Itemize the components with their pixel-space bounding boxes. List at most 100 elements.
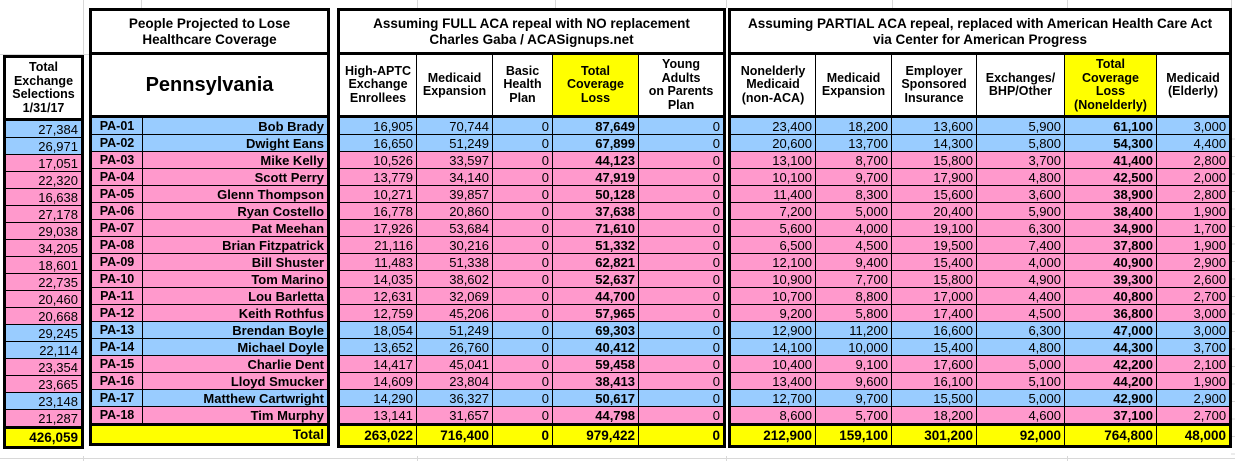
value-cell[interactable]: 0: [637, 406, 726, 425]
value-cell[interactable]: 26,760: [416, 338, 493, 356]
value-cell[interactable]: 38,900: [1064, 185, 1157, 203]
value-cell[interactable]: 14,100: [729, 338, 816, 356]
value-cell[interactable]: 4,600: [976, 406, 1065, 425]
value-cell[interactable]: 1,900: [1155, 236, 1232, 254]
exchange-selections-cell[interactable]: 27,178: [4, 205, 83, 223]
value-cell[interactable]: 87,649: [552, 116, 639, 135]
value-cell[interactable]: 38,602: [416, 270, 493, 288]
value-cell[interactable]: 19,100: [891, 219, 977, 237]
value-cell[interactable]: 5,900: [976, 116, 1065, 135]
value-cell[interactable]: 14,035: [338, 270, 417, 288]
total-cell[interactable]: 92,000: [976, 423, 1065, 447]
district-cell[interactable]: PA-05: [90, 185, 143, 203]
value-cell[interactable]: 53,684: [416, 219, 493, 237]
col-header-medicaid-expansion[interactable]: Medicaid Expansion: [416, 53, 493, 118]
value-cell[interactable]: 17,400: [891, 304, 977, 322]
value-cell[interactable]: 4,500: [815, 236, 892, 254]
value-cell[interactable]: 71,610: [552, 219, 639, 237]
state-name-header[interactable]: Pennsylvania: [89, 53, 330, 118]
exchange-selections-cell[interactable]: 22,735: [4, 273, 83, 291]
district-cell[interactable]: PA-16: [90, 372, 143, 390]
representative-cell[interactable]: Matthew Cartwright: [141, 389, 330, 407]
exchange-selections-cell[interactable]: 34,205: [4, 239, 83, 257]
value-cell[interactable]: 8,600: [729, 406, 816, 425]
value-cell[interactable]: 2,600: [1155, 270, 1232, 288]
value-cell[interactable]: 19,500: [891, 236, 977, 254]
value-cell[interactable]: 2,700: [1155, 406, 1232, 425]
district-cell[interactable]: PA-17: [90, 389, 143, 407]
value-cell[interactable]: 13,400: [729, 372, 816, 390]
value-cell[interactable]: 0: [637, 116, 726, 135]
value-cell[interactable]: 37,638: [552, 202, 639, 220]
representative-cell[interactable]: Keith Rothfus: [141, 304, 330, 322]
col-header-medicaid-elderly[interactable]: Medicaid (Elderly): [1155, 53, 1232, 118]
value-cell[interactable]: 5,700: [815, 406, 892, 425]
col-header-exchanges-bhp[interactable]: Exchanges/ BHP/Other: [976, 53, 1065, 118]
value-cell[interactable]: 0: [637, 185, 726, 203]
value-cell[interactable]: 1,900: [1155, 372, 1232, 390]
representative-cell[interactable]: Tom Marino: [141, 270, 330, 288]
value-cell[interactable]: 42,900: [1064, 389, 1157, 407]
value-cell[interactable]: 4,800: [976, 168, 1065, 186]
value-cell[interactable]: 15,600: [891, 185, 977, 203]
value-cell[interactable]: 36,800: [1064, 304, 1157, 322]
value-cell[interactable]: 2,000: [1155, 168, 1232, 186]
district-cell[interactable]: PA-14: [90, 338, 143, 356]
value-cell[interactable]: 0: [637, 219, 726, 237]
value-cell[interactable]: 41,400: [1064, 151, 1157, 169]
value-cell[interactable]: 7,700: [815, 270, 892, 288]
value-cell[interactable]: 13,100: [729, 151, 816, 169]
value-cell[interactable]: 0: [492, 321, 553, 339]
representative-cell[interactable]: Brendan Boyle: [141, 321, 330, 339]
value-cell[interactable]: 17,926: [338, 219, 417, 237]
value-cell[interactable]: 38,400: [1064, 202, 1157, 220]
value-cell[interactable]: 9,700: [815, 389, 892, 407]
value-cell[interactable]: 5,900: [976, 202, 1065, 220]
district-cell[interactable]: PA-10: [90, 270, 143, 288]
value-cell[interactable]: 0: [492, 236, 553, 254]
value-cell[interactable]: 9,200: [729, 304, 816, 322]
people-projected-title[interactable]: People Projected to Lose Healthcare Cove…: [89, 9, 330, 55]
value-cell[interactable]: 0: [637, 134, 726, 152]
value-cell[interactable]: 11,483: [338, 253, 417, 271]
district-cell[interactable]: PA-18: [90, 406, 143, 425]
value-cell[interactable]: 8,300: [815, 185, 892, 203]
representative-cell[interactable]: Mike Kelly: [141, 151, 330, 169]
exchange-selections-cell[interactable]: 23,148: [4, 392, 83, 410]
total-coverage-loss-total-cell[interactable]: 764,800: [1064, 423, 1157, 447]
value-cell[interactable]: 38,413: [552, 372, 639, 390]
value-cell[interactable]: 0: [637, 151, 726, 169]
value-cell[interactable]: 67,899: [552, 134, 639, 152]
value-cell[interactable]: 0: [492, 116, 553, 135]
value-cell[interactable]: 16,600: [891, 321, 977, 339]
value-cell[interactable]: 57,965: [552, 304, 639, 322]
value-cell[interactable]: 32,069: [416, 287, 493, 305]
value-cell[interactable]: 16,778: [338, 202, 417, 220]
value-cell[interactable]: 4,000: [815, 219, 892, 237]
value-cell[interactable]: 6,500: [729, 236, 816, 254]
total-cell[interactable]: 301,200: [891, 423, 977, 447]
value-cell[interactable]: 45,206: [416, 304, 493, 322]
value-cell[interactable]: 50,617: [552, 389, 639, 407]
value-cell[interactable]: 10,100: [729, 168, 816, 186]
value-cell[interactable]: 16,100: [891, 372, 977, 390]
value-cell[interactable]: 0: [637, 304, 726, 322]
col-header-high-aptc[interactable]: High-APTC Exchange Enrollees: [338, 53, 417, 118]
value-cell[interactable]: 13,779: [338, 168, 417, 186]
col-header-total-coverage-loss-nonelderly[interactable]: Total Coverage Loss (Nonelderly): [1064, 53, 1157, 118]
value-cell[interactable]: 6,300: [976, 321, 1065, 339]
total-exchange-selections-header[interactable]: Total Exchange Selections 1/31/17: [4, 56, 83, 121]
value-cell[interactable]: 13,700: [815, 134, 892, 152]
exchange-selections-cell[interactable]: 23,665: [4, 375, 83, 393]
value-cell[interactable]: 16,905: [338, 116, 417, 135]
value-cell[interactable]: 0: [492, 219, 553, 237]
value-cell[interactable]: 0: [637, 287, 726, 305]
exchange-selections-total-cell[interactable]: 426,059: [4, 426, 83, 448]
value-cell[interactable]: 51,332: [552, 236, 639, 254]
value-cell[interactable]: 12,759: [338, 304, 417, 322]
value-cell[interactable]: 2,800: [1155, 151, 1232, 169]
value-cell[interactable]: 52,637: [552, 270, 639, 288]
value-cell[interactable]: 39,300: [1064, 270, 1157, 288]
value-cell[interactable]: 47,000: [1064, 321, 1157, 339]
value-cell[interactable]: 20,860: [416, 202, 493, 220]
